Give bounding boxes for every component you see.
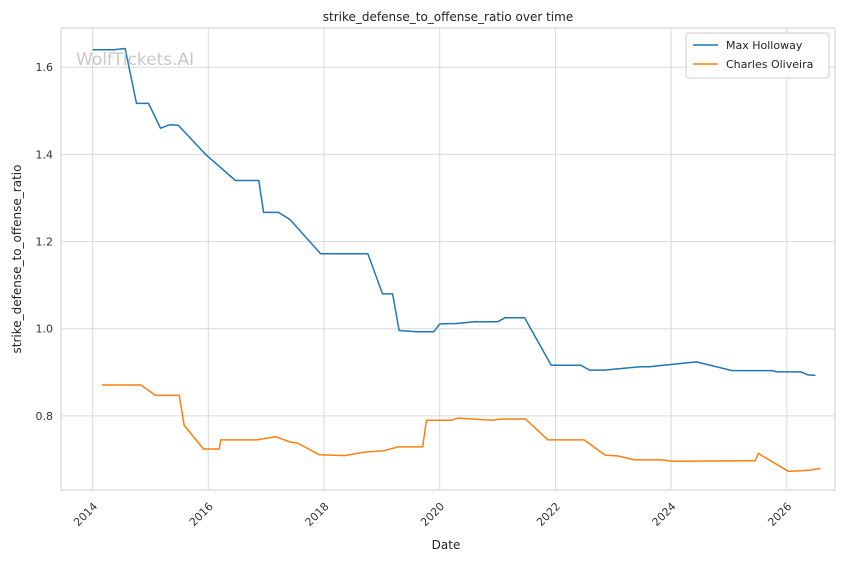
y-axis-label: strike_defense_to_offense_ratio (10, 165, 24, 354)
series-group (92, 47, 821, 473)
legend-label-max-holloway: Max Holloway (726, 39, 803, 52)
y-tick-labels: 0.8 1.0 1.2 1.4 1.6 (36, 61, 54, 423)
y-tick-label: 1.4 (36, 148, 54, 161)
grid (61, 28, 835, 490)
y-tick-label: 0.8 (36, 410, 54, 423)
x-tick-label: 2018 (303, 500, 332, 529)
x-tick-label: 2016 (187, 500, 216, 529)
x-tick-label: 2022 (534, 500, 563, 529)
x-tick-labels: 2014 2016 2018 2020 2022 2024 2026 (71, 500, 794, 529)
x-tick-label: 2014 (71, 500, 100, 529)
x-tick-label: 2026 (765, 500, 794, 529)
series-line-charles-oliveira (102, 384, 821, 473)
series-line-max-holloway (92, 47, 816, 377)
legend: Max Holloway Charles Oliveira (685, 32, 830, 79)
x-tick-label: 2020 (418, 500, 447, 529)
x-axis-label: Date (432, 538, 461, 552)
y-tick-label: 1.0 (36, 323, 54, 336)
x-tick-label: 2024 (650, 500, 679, 529)
chart-title: strike_defense_to_offense_ratio over tim… (323, 10, 573, 24)
legend-label-charles-oliveira: Charles Oliveira (726, 58, 813, 71)
plot-area (60, 27, 836, 491)
watermark: WolfTickets.AI (76, 50, 194, 70)
legend-box (685, 32, 830, 79)
y-tick-label: 1.6 (36, 61, 54, 74)
y-tick-label: 1.2 (36, 236, 54, 249)
